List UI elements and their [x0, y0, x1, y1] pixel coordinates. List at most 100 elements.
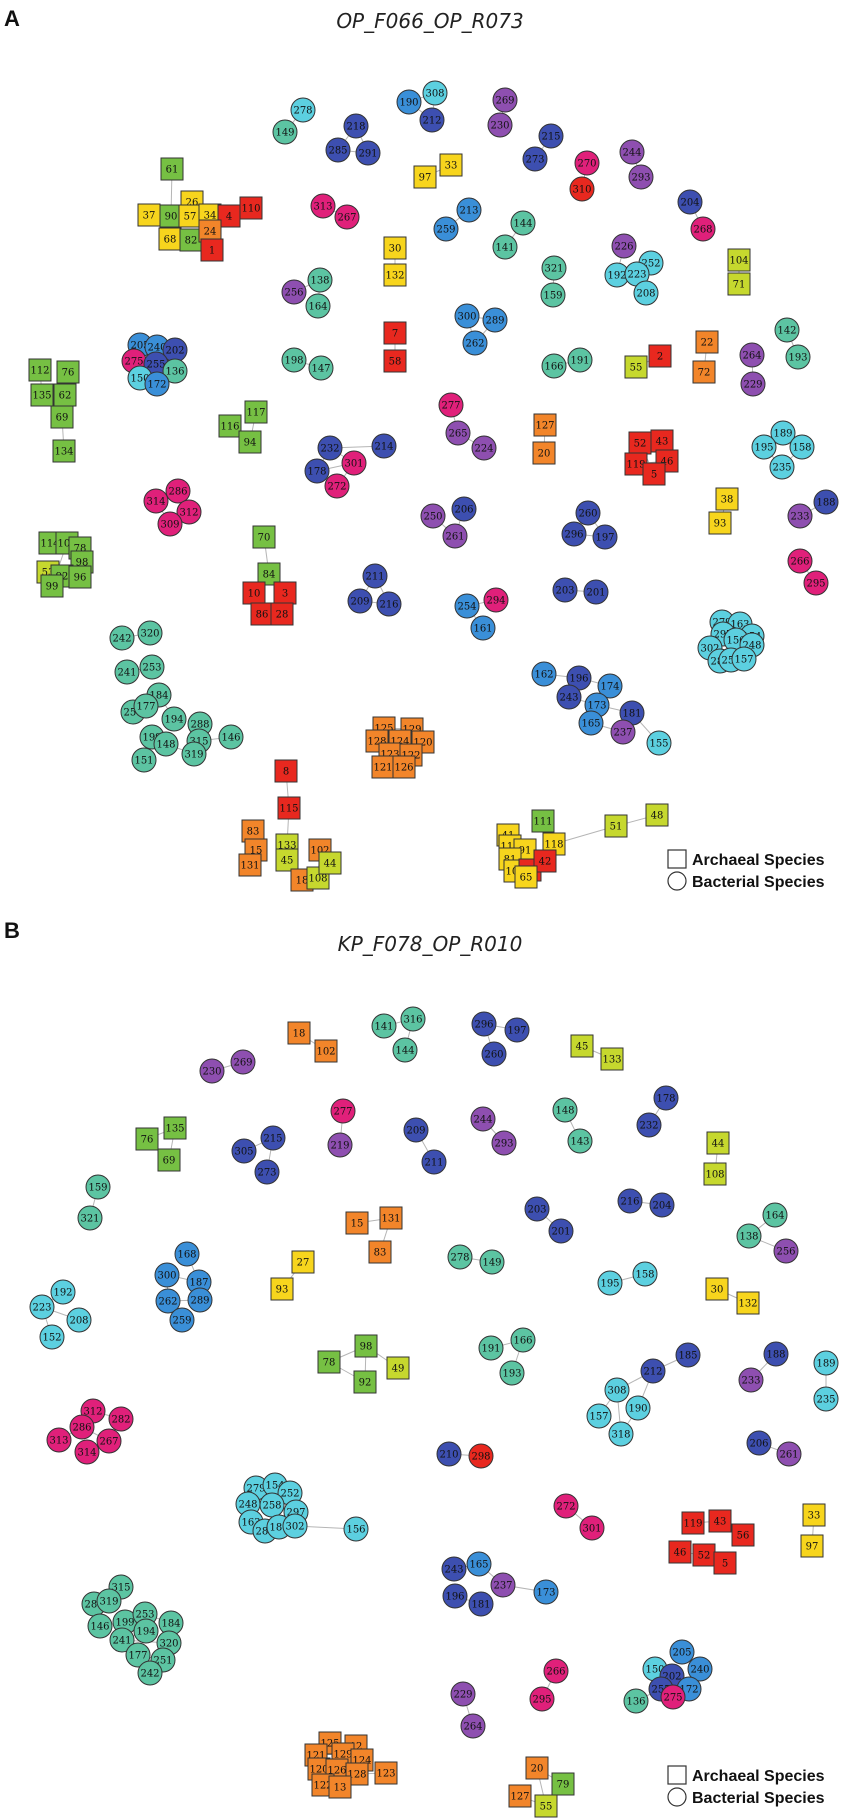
node-155[interactable]: 155: [646, 730, 672, 756]
node-264[interactable]: 264: [460, 1713, 486, 1739]
node-232[interactable]: 232: [636, 1112, 662, 1138]
node-309[interactable]: 309: [157, 511, 183, 537]
node-92[interactable]: 92: [353, 1370, 377, 1394]
node-49[interactable]: 49: [386, 1356, 410, 1380]
node-161[interactable]: 161: [470, 615, 496, 641]
node-148[interactable]: 148: [153, 731, 179, 757]
node-191[interactable]: 191: [478, 1335, 504, 1361]
node-203[interactable]: 203: [552, 577, 578, 603]
node-320[interactable]: 320: [137, 620, 163, 646]
node-294[interactable]: 294: [483, 587, 509, 613]
node-275[interactable]: 275: [660, 1684, 686, 1710]
node-143[interactable]: 143: [567, 1128, 593, 1154]
node-218[interactable]: 218: [343, 113, 369, 139]
node-300[interactable]: 300: [154, 1262, 180, 1288]
node-33[interactable]: 33: [802, 1503, 826, 1527]
node-51[interactable]: 51: [604, 814, 628, 838]
node-188[interactable]: 188: [813, 489, 839, 515]
node-62[interactable]: 62: [53, 383, 77, 407]
node-156[interactable]: 156: [343, 1516, 369, 1542]
node-206[interactable]: 206: [451, 496, 477, 522]
node-45[interactable]: 45: [570, 1034, 594, 1058]
node-233[interactable]: 233: [787, 503, 813, 529]
node-165[interactable]: 165: [466, 1551, 492, 1577]
node-201[interactable]: 201: [583, 579, 609, 605]
node-52[interactable]: 52: [628, 431, 652, 455]
node-58[interactable]: 58: [383, 349, 407, 373]
node-211[interactable]: 211: [421, 1149, 447, 1175]
node-112[interactable]: 112: [28, 358, 52, 382]
node-134[interactable]: 134: [52, 439, 76, 463]
node-308[interactable]: 308: [604, 1377, 630, 1403]
node-45[interactable]: 45: [275, 848, 299, 872]
node-316[interactable]: 316: [400, 1006, 426, 1032]
node-78[interactable]: 78: [317, 1350, 341, 1374]
node-193[interactable]: 193: [499, 1360, 525, 1386]
node-104[interactable]: 104: [727, 248, 751, 272]
node-233[interactable]: 233: [738, 1367, 764, 1393]
node-86[interactable]: 86: [250, 602, 274, 626]
node-172[interactable]: 172: [144, 371, 170, 397]
node-240[interactable]: 240: [687, 1656, 713, 1682]
node-267[interactable]: 267: [334, 204, 360, 230]
node-24[interactable]: 24: [198, 219, 222, 243]
node-96[interactable]: 96: [68, 565, 92, 589]
node-268[interactable]: 268: [690, 216, 716, 242]
node-300[interactable]: 300: [454, 303, 480, 329]
node-260[interactable]: 260: [575, 500, 601, 526]
node-208[interactable]: 208: [633, 280, 659, 306]
node-215[interactable]: 215: [260, 1125, 286, 1151]
node-94[interactable]: 94: [238, 430, 262, 454]
node-197[interactable]: 197: [504, 1017, 530, 1043]
node-314[interactable]: 314: [143, 488, 169, 514]
node-264[interactable]: 264: [739, 342, 765, 368]
node-278[interactable]: 278: [290, 97, 316, 123]
node-5[interactable]: 5: [642, 462, 666, 486]
node-293[interactable]: 293: [628, 164, 654, 190]
node-177[interactable]: 177: [125, 1642, 151, 1668]
node-308[interactable]: 308: [422, 80, 448, 106]
node-43[interactable]: 43: [708, 1509, 732, 1533]
node-76[interactable]: 76: [135, 1127, 159, 1151]
node-177[interactable]: 177: [133, 693, 159, 719]
node-237[interactable]: 237: [490, 1572, 516, 1598]
node-146[interactable]: 146: [87, 1613, 113, 1639]
node-265[interactable]: 265: [445, 420, 471, 446]
node-142[interactable]: 142: [774, 317, 800, 343]
node-295[interactable]: 295: [529, 1686, 555, 1712]
node-79[interactable]: 79: [551, 1772, 575, 1796]
node-117[interactable]: 117: [244, 400, 268, 424]
node-273[interactable]: 273: [522, 146, 548, 172]
node-223[interactable]: 223: [29, 1294, 55, 1320]
node-18[interactable]: 18: [287, 1021, 311, 1045]
node-209[interactable]: 209: [347, 588, 373, 614]
node-162[interactable]: 162: [531, 661, 557, 687]
node-260[interactable]: 260: [481, 1041, 507, 1067]
node-149[interactable]: 149: [479, 1249, 505, 1275]
node-132[interactable]: 132: [736, 1291, 760, 1315]
node-3[interactable]: 3: [273, 581, 297, 605]
node-314[interactable]: 314: [74, 1439, 100, 1465]
node-10[interactable]: 10: [242, 581, 266, 605]
node-241[interactable]: 241: [114, 659, 140, 685]
node-136[interactable]: 136: [623, 1688, 649, 1714]
node-116[interactable]: 116: [218, 414, 242, 438]
node-127[interactable]: 127: [508, 1784, 532, 1808]
node-195[interactable]: 195: [597, 1270, 623, 1296]
node-321[interactable]: 321: [77, 1205, 103, 1231]
node-188[interactable]: 188: [763, 1341, 789, 1367]
node-55[interactable]: 55: [534, 1794, 558, 1818]
node-266[interactable]: 266: [787, 548, 813, 574]
node-22[interactable]: 22: [695, 330, 719, 354]
node-46[interactable]: 46: [668, 1540, 692, 1564]
node-219[interactable]: 219: [327, 1132, 353, 1158]
node-242[interactable]: 242: [109, 625, 135, 651]
node-2[interactable]: 2: [648, 344, 672, 368]
node-166[interactable]: 166: [541, 353, 567, 379]
node-27[interactable]: 27: [291, 1250, 315, 1274]
node-259[interactable]: 259: [169, 1307, 195, 1333]
node-127[interactable]: 127: [533, 413, 557, 437]
node-319[interactable]: 319: [96, 1588, 122, 1614]
node-291[interactable]: 291: [355, 140, 381, 166]
node-110[interactable]: 110: [239, 196, 263, 220]
